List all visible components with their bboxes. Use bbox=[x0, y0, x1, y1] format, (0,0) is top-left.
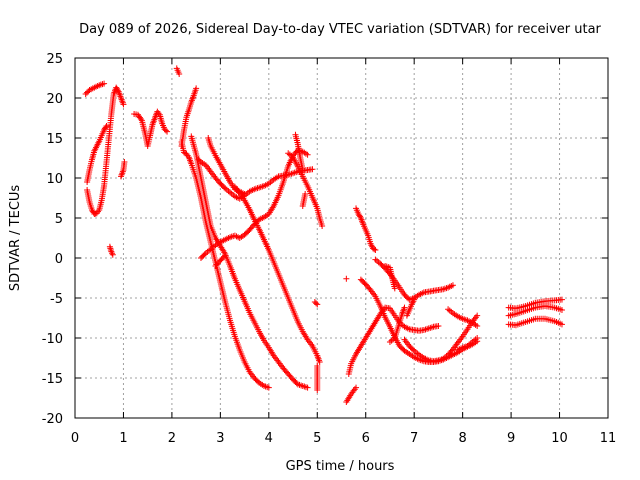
data-point bbox=[411, 296, 418, 303]
data-point bbox=[449, 282, 456, 289]
data-point bbox=[353, 384, 360, 391]
data-point bbox=[558, 296, 565, 303]
y-tick-label: -5 bbox=[50, 292, 63, 307]
data-point bbox=[314, 387, 321, 393]
data-point bbox=[316, 359, 323, 365]
y-tick-label: -20 bbox=[42, 412, 63, 427]
data-point bbox=[401, 304, 408, 311]
data-point bbox=[343, 275, 350, 282]
data-point bbox=[314, 301, 321, 308]
data-point bbox=[120, 101, 127, 108]
x-tick-label: 1 bbox=[119, 431, 127, 446]
data-point bbox=[299, 167, 306, 173]
x-tick-label: 8 bbox=[458, 431, 466, 446]
data-point bbox=[121, 159, 128, 165]
data-point bbox=[222, 252, 229, 259]
x-tick-label: 0 bbox=[71, 431, 79, 446]
data-point bbox=[558, 307, 565, 313]
data-point bbox=[474, 335, 481, 341]
x-axis-label: GPS time / hours bbox=[286, 459, 395, 474]
data-point bbox=[101, 80, 108, 87]
y-tick-label: 10 bbox=[46, 172, 63, 187]
data-point bbox=[193, 85, 200, 92]
data-point bbox=[391, 285, 398, 292]
data-point bbox=[304, 151, 311, 158]
x-tick-label: 5 bbox=[313, 431, 321, 446]
data-point bbox=[309, 166, 316, 173]
data-points bbox=[82, 65, 565, 405]
data-point bbox=[162, 127, 169, 134]
x-tick-label: 4 bbox=[265, 431, 273, 446]
x-tick-label: 10 bbox=[551, 431, 568, 446]
data-point bbox=[265, 384, 272, 391]
data-point bbox=[137, 116, 144, 122]
data-point bbox=[313, 300, 320, 307]
data-point bbox=[201, 251, 208, 258]
grid-lines bbox=[75, 58, 608, 418]
data-point bbox=[319, 223, 326, 229]
chart-title: Day 089 of 2026, Sidereal Day-to-day VTE… bbox=[79, 22, 601, 37]
x-tick-label: 3 bbox=[216, 431, 224, 446]
y-tick-label: 15 bbox=[46, 132, 63, 147]
data-point bbox=[114, 87, 121, 94]
data-point bbox=[357, 213, 364, 220]
data-point bbox=[474, 323, 481, 329]
y-tick-label: -10 bbox=[42, 332, 63, 347]
data-point bbox=[220, 253, 227, 260]
x-tick-label: 6 bbox=[362, 431, 370, 446]
data-point bbox=[102, 124, 109, 131]
y-tick-label: 5 bbox=[55, 212, 63, 227]
y-tick-label: 20 bbox=[46, 92, 63, 107]
x-tick-label: 11 bbox=[600, 431, 617, 446]
data-point bbox=[82, 91, 89, 97]
y-tick-label: -15 bbox=[42, 372, 63, 387]
data-point bbox=[558, 321, 565, 328]
y-tick-labels: 25 20 15 10 5 0 -5 -10 -15 -20 bbox=[42, 52, 63, 427]
data-point bbox=[109, 251, 116, 258]
plot-frame bbox=[74, 57, 609, 419]
data-point bbox=[83, 89, 90, 96]
axis-ticks bbox=[74, 57, 609, 419]
x-tick-label: 9 bbox=[507, 431, 515, 446]
data-point bbox=[409, 346, 416, 353]
data-point bbox=[371, 246, 378, 253]
y-tick-label: 0 bbox=[55, 252, 63, 267]
data-point bbox=[435, 323, 442, 329]
data-point bbox=[103, 123, 110, 129]
x-tick-label: 7 bbox=[410, 431, 418, 446]
data-point bbox=[302, 191, 309, 197]
data-point bbox=[372, 247, 379, 253]
y-axis-label: SDTVAR / TECUs bbox=[8, 185, 23, 292]
data-point bbox=[164, 128, 171, 135]
x-tick-label: 2 bbox=[168, 431, 176, 446]
data-point bbox=[220, 184, 227, 191]
data-point bbox=[304, 384, 311, 391]
data-point bbox=[474, 312, 481, 319]
x-tick-labels: 0 1 2 3 4 5 6 7 8 9 10 11 bbox=[71, 431, 616, 446]
data-point bbox=[176, 71, 183, 77]
y-tick-label: 25 bbox=[46, 52, 63, 67]
